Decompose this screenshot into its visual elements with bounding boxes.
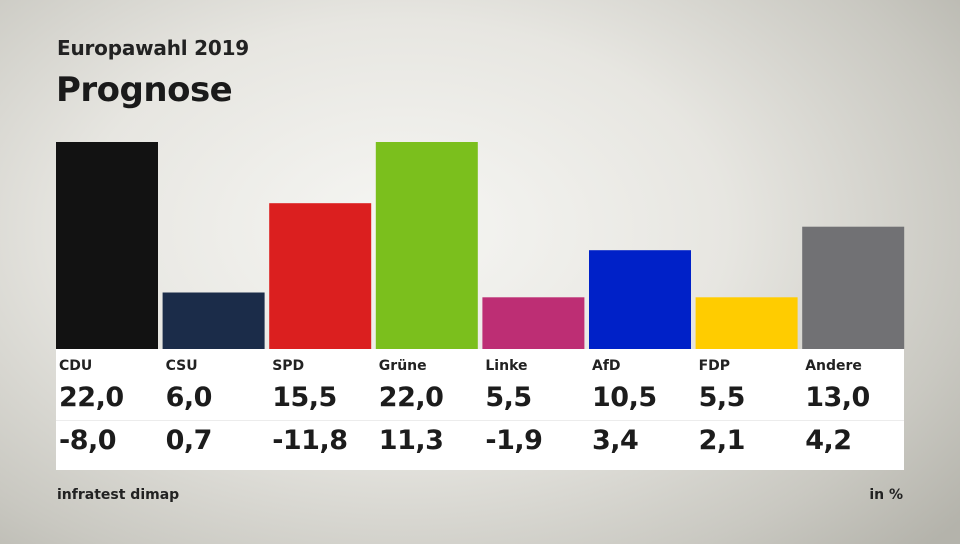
change-label: 11,3	[378, 425, 444, 456]
vote-share-label: 5,5	[698, 382, 746, 413]
party-name: Linke	[485, 358, 528, 374]
vote-share-label: 5,5	[485, 382, 532, 413]
party-name: Andere	[805, 358, 862, 374]
unit-label: in %	[869, 487, 903, 503]
party-name: FDP	[698, 358, 731, 374]
party-name: CSU	[165, 358, 198, 374]
change-label: 0,7	[165, 425, 213, 456]
bar-chart	[56, 142, 905, 349]
party-name: AfD	[592, 358, 621, 374]
bar-linke	[482, 297, 585, 349]
bar-fdp	[695, 297, 798, 349]
change-label: 2,1	[698, 425, 746, 456]
party-name: CDU	[59, 358, 93, 374]
bar-afd	[589, 250, 691, 349]
change-row: -8,0 0,7 -11,8 11,3 -1,9 3,4 2,1 4,2	[56, 420, 904, 467]
change-label: -8,0	[59, 425, 117, 456]
party-name-row: CDU CSU SPD Grüne Linke AfD FDP Andere	[56, 349, 904, 379]
vote-share-label: 13,0	[805, 382, 870, 413]
bar-andere	[802, 226, 905, 349]
bar-csu	[162, 292, 265, 349]
change-label: -11,8	[272, 425, 348, 456]
vote-share-row: 22,0 6,0 15,5 22,0 5,5 10,5 5,5 13,0	[56, 379, 904, 417]
vote-share-label: 22,0	[378, 382, 444, 413]
change-label: 4,2	[805, 425, 852, 456]
bar-cdu	[56, 142, 158, 349]
change-label: 3,4	[592, 425, 639, 456]
bar-spd	[269, 203, 372, 349]
vote-share-label: 10,5	[592, 382, 657, 413]
party-name: Grüne	[378, 358, 427, 374]
party-name: SPD	[272, 358, 305, 374]
vote-share-label: 6,0	[165, 382, 213, 413]
vote-share-label: 15,5	[272, 382, 337, 413]
source-label: infratest dimap	[57, 487, 180, 503]
bar-gr-ne	[375, 142, 478, 349]
results-table: CDU CSU SPD Grüne Linke AfD FDP Andere 22,0 6,0 1…	[56, 349, 904, 470]
chart-title: Prognose	[56, 70, 233, 110]
chart-subtitle: Europawahl 2019	[57, 36, 250, 60]
change-label: -1,9	[485, 425, 543, 456]
vote-share-label: 22,0	[59, 382, 124, 413]
